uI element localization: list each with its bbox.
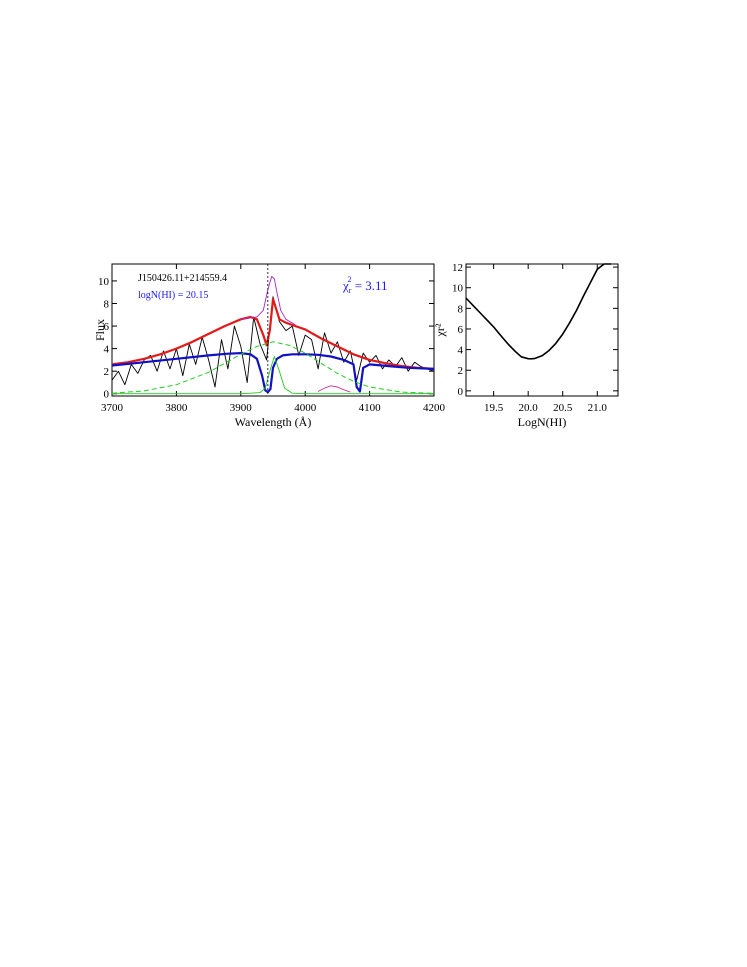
- spectrum-x-tick-label: 3900: [230, 402, 253, 414]
- chi-superscript: 2: [347, 275, 351, 284]
- chi-y-tick-label: 0: [458, 386, 464, 398]
- spectrum-x-tick-label: 3800: [165, 402, 188, 414]
- spectrum-series-total-model: [111, 297, 435, 370]
- spectrum-y-tick-label: 8: [104, 298, 110, 310]
- chi-x-tick-label: 21.0: [588, 402, 608, 414]
- chi-plot-frame: [465, 263, 619, 397]
- spectrum-x-tick-label: 3700: [101, 402, 124, 414]
- spectrum-x-tick-label: 4100: [359, 402, 382, 414]
- chi-square-annotation: χr 2 = 3.11: [342, 275, 388, 295]
- spectrum-y-tick-label: 2: [104, 366, 110, 378]
- spectrum-series-intrinsic-line: [240, 275, 296, 326]
- spectrum-x-tick-label: 4200: [423, 402, 446, 414]
- chi-y-tick-label: 6: [458, 324, 464, 336]
- spectrum-x-tick-label: 4000: [294, 402, 317, 414]
- chi-x-tick-label: 20.0: [519, 402, 539, 414]
- chi-x-tick-label: 19.5: [484, 402, 504, 414]
- chi-y-tick-label: 10: [452, 283, 464, 295]
- spectrum-y-tick-label: 6: [104, 321, 110, 333]
- spectrum-x-axis-title: Wavelength (Å): [235, 415, 312, 429]
- spectrum-series-narrow-gaussian: [112, 356, 434, 395]
- chi-value: = 3.11: [351, 278, 387, 293]
- spectrum-y-axis-title: Flux: [93, 319, 107, 341]
- chi-x-tick-label: 20.5: [553, 402, 573, 414]
- spectrum-series-broad-gaussian: [111, 341, 435, 394]
- chi-x-axis-title: LogN(HI): [518, 415, 567, 429]
- spectrum-series: [111, 275, 435, 395]
- chi-ticks: 19.5 20.0 20.5 21.0 0 2 4 6 8 10 12: [452, 262, 618, 414]
- chi-square-panel: 19.5 20.0 20.5 21.0 0 2 4 6 8 10 12 LogN(HI) χr²: [433, 262, 619, 429]
- object-name-label: J150426.11+214559.4: [138, 273, 227, 284]
- spectrum-panel: 3700 3800 3900 4000 4100 4200 0 2 4 6 8 10 Waveleng…: [93, 263, 446, 429]
- spectrum-y-tick-label: 4: [104, 344, 110, 356]
- spectrum-plot-frame: [111, 263, 435, 397]
- spectrum-series-residual: [317, 385, 351, 393]
- chi-series-curve: [465, 263, 612, 360]
- chi-y-tick-label: 8: [458, 303, 464, 315]
- chi-series: [465, 263, 612, 360]
- logn-annotation: logN(HI) = 20.15: [138, 290, 208, 301]
- chi-symbol: χ: [342, 278, 349, 293]
- spectrum-y-tick-label: 10: [98, 276, 110, 288]
- spectrum-series-blue-component: [111, 352, 435, 394]
- spectrum-ticks: 3700 3800 3900 4000 4100 4200 0 2 4 6 8 10: [98, 264, 446, 414]
- chi-y-tick-label: 2: [458, 365, 464, 377]
- chi-y-axis-title: χr²: [433, 323, 447, 337]
- chi-y-tick-label: 12: [452, 262, 463, 274]
- chi-subscript: r: [349, 286, 352, 295]
- spectrum-y-tick-label: 0: [104, 389, 110, 401]
- chi-y-tick-label: 4: [458, 345, 464, 357]
